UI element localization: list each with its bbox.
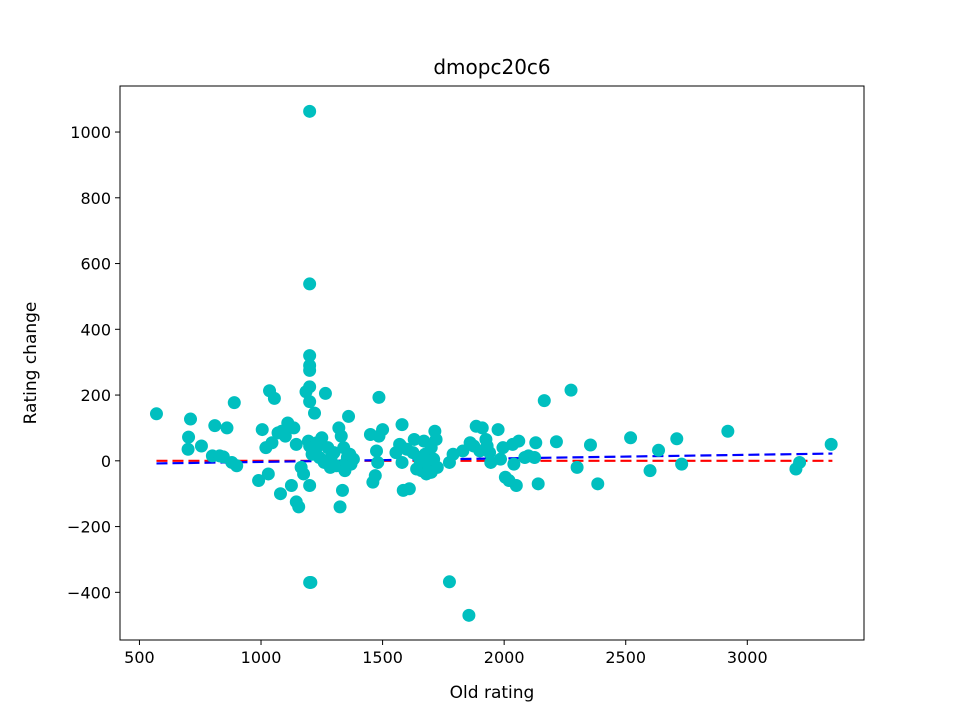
data-point bbox=[531, 477, 545, 491]
data-point bbox=[675, 457, 689, 471]
data-point bbox=[372, 390, 386, 404]
data-point bbox=[371, 455, 385, 469]
data-point bbox=[583, 438, 597, 452]
x-tick-label: 1500 bbox=[362, 648, 403, 667]
data-point bbox=[402, 482, 416, 496]
data-point bbox=[194, 439, 208, 453]
y-axis-ticks: −400 −200 0 200 400 600 800 1000 bbox=[67, 123, 120, 602]
y-tick-label: 1000 bbox=[70, 123, 111, 142]
data-point bbox=[303, 277, 317, 291]
x-axis-label: Old rating bbox=[450, 683, 535, 703]
data-point bbox=[368, 469, 382, 483]
data-point bbox=[334, 429, 348, 443]
data-point bbox=[462, 608, 476, 622]
data-point bbox=[652, 443, 666, 457]
x-tick-label: 1000 bbox=[241, 648, 282, 667]
x-tick-label: 2500 bbox=[605, 648, 646, 667]
data-point bbox=[494, 452, 508, 466]
data-point bbox=[252, 474, 266, 488]
data-point bbox=[273, 487, 287, 501]
x-tick-label: 3000 bbox=[727, 648, 768, 667]
data-point bbox=[564, 383, 578, 397]
x-axis-ticks: 500 1000 1500 2000 2500 3000 bbox=[124, 640, 768, 667]
data-point bbox=[429, 432, 443, 446]
data-point bbox=[220, 421, 234, 435]
data-point bbox=[303, 104, 317, 118]
data-point bbox=[261, 467, 275, 481]
data-point bbox=[721, 424, 735, 438]
data-point bbox=[292, 500, 306, 514]
data-point bbox=[591, 477, 605, 491]
data-point bbox=[284, 478, 298, 492]
data-points bbox=[149, 104, 838, 622]
chart-title: dmopc20c6 bbox=[433, 55, 550, 79]
data-point bbox=[208, 419, 222, 433]
data-point bbox=[335, 483, 349, 497]
data-point bbox=[230, 459, 244, 473]
data-point bbox=[342, 409, 356, 423]
data-point bbox=[303, 478, 317, 492]
data-point bbox=[512, 434, 526, 448]
data-point bbox=[528, 451, 542, 465]
data-point bbox=[376, 423, 390, 437]
data-point bbox=[303, 395, 317, 409]
data-point bbox=[304, 575, 318, 589]
data-point bbox=[643, 464, 657, 478]
data-point bbox=[395, 418, 409, 432]
y-tick-label: 800 bbox=[80, 189, 111, 208]
data-point bbox=[265, 436, 279, 450]
y-tick-label: 600 bbox=[80, 255, 111, 274]
plot-area-frame bbox=[119, 85, 865, 641]
data-point bbox=[289, 437, 303, 451]
data-point bbox=[267, 391, 281, 405]
data-point bbox=[370, 444, 384, 458]
data-point bbox=[824, 437, 838, 451]
data-point bbox=[315, 431, 329, 445]
x-tick-label: 500 bbox=[124, 648, 155, 667]
data-point bbox=[184, 412, 198, 426]
y-tick-label: 400 bbox=[80, 320, 111, 339]
data-point bbox=[430, 460, 444, 474]
data-point bbox=[318, 386, 332, 400]
y-axis-label: Rating change bbox=[21, 302, 41, 425]
data-point bbox=[395, 455, 409, 469]
data-point bbox=[483, 446, 497, 460]
data-point bbox=[793, 455, 807, 469]
data-point bbox=[537, 394, 551, 408]
data-point bbox=[255, 423, 269, 437]
data-point bbox=[303, 363, 317, 377]
data-point bbox=[509, 478, 523, 492]
data-point bbox=[297, 467, 311, 481]
data-point bbox=[549, 435, 563, 449]
data-point bbox=[327, 446, 341, 460]
data-point bbox=[149, 407, 163, 421]
data-point bbox=[227, 396, 241, 410]
data-point bbox=[287, 421, 301, 435]
data-point bbox=[303, 380, 317, 394]
y-tick-label: −400 bbox=[67, 583, 111, 602]
data-point bbox=[475, 421, 489, 435]
data-point bbox=[333, 500, 347, 514]
data-point bbox=[181, 442, 195, 456]
data-point bbox=[346, 452, 360, 466]
data-point bbox=[491, 423, 505, 437]
data-point bbox=[278, 429, 292, 443]
y-tick-label: 0 bbox=[101, 452, 111, 471]
data-point bbox=[308, 406, 322, 420]
data-point bbox=[670, 432, 684, 446]
data-point bbox=[529, 436, 543, 450]
y-tick-label: 200 bbox=[80, 386, 111, 405]
data-point bbox=[182, 430, 196, 444]
data-point bbox=[624, 431, 638, 445]
data-point bbox=[407, 432, 421, 446]
data-point bbox=[442, 575, 456, 589]
data-point bbox=[507, 457, 521, 471]
x-tick-label: 2000 bbox=[484, 648, 525, 667]
data-point bbox=[570, 460, 584, 474]
y-tick-label: −200 bbox=[67, 518, 111, 537]
data-point bbox=[303, 349, 317, 363]
